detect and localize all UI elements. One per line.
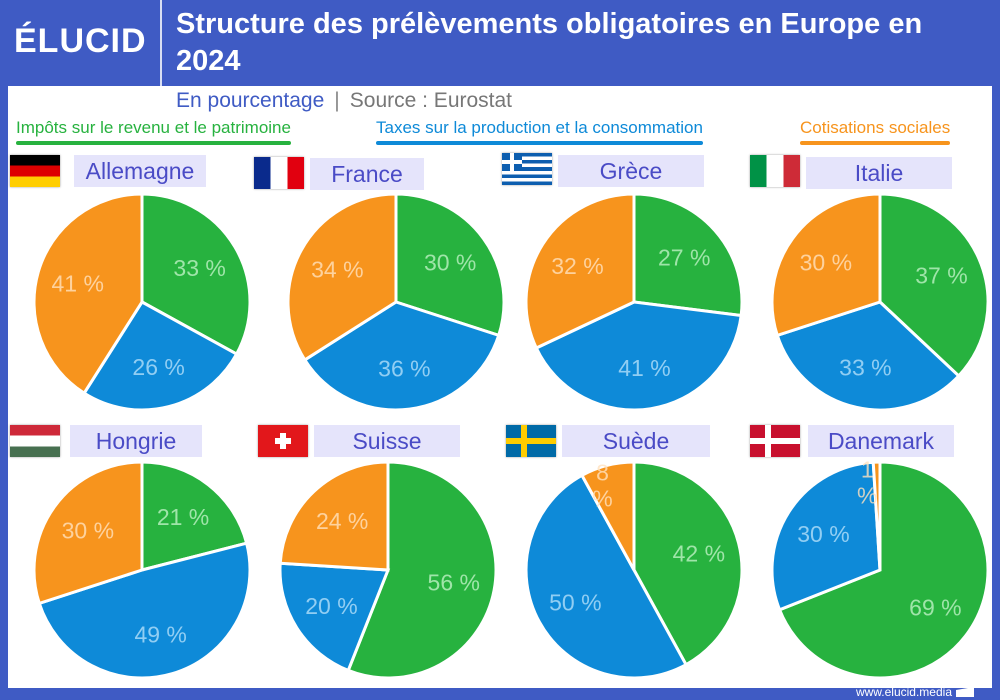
pie-slice-social [524,192,636,350]
pie-slice-income [140,192,252,357]
data-label: 24 % [316,508,368,534]
pie-slice-income [346,460,498,680]
data-label: 20 % [305,593,357,619]
data-label: 32 % [551,253,603,279]
data-label: 50 % [549,589,601,615]
pie-slice-production [278,561,391,673]
country-label: France [310,158,424,190]
flag-france-icon [254,157,304,189]
pie-slice-production [770,460,882,612]
country-label: Italie [806,157,952,189]
data-label: 26 % [132,354,184,380]
flag-germany-icon [10,155,60,187]
source-label: Source : Eurostat [349,89,513,112]
pie-slice-social [32,460,144,606]
country-label: Hongrie [70,425,202,457]
data-label: 37 % [915,262,967,288]
flag-switzerland-icon [258,425,308,457]
elucid-flag-icon [956,687,974,697]
pie-slice-income [140,460,249,572]
chart-title: Structure des prélèvements obligatoires … [176,8,923,77]
pie-slice-production [775,300,961,412]
pie-slice-income [878,192,990,379]
data-label: 30 % [797,521,849,547]
elucid-logo: ÉLUCID [14,22,147,60]
separator: | [334,89,340,112]
chart-subtitle: En pourcentage | Source : Eurostat [176,89,512,113]
unit-label: En pourcentage [176,89,325,112]
pie-slice-production [534,300,743,412]
header: ÉLUCID Structure des prélèvements obliga… [0,0,1000,86]
data-label: 30 % [62,518,114,544]
data-label: 49 % [134,621,186,647]
pie-slice-social [579,460,636,571]
data-label: 36 % [378,355,430,381]
pie-slice-income [632,460,744,667]
pie-slice-production [82,300,239,412]
data-label: 33 % [839,354,891,380]
country-label: Grèce [558,155,704,187]
data-label: 1% [857,457,877,509]
legend-social: Cotisations sociales [800,118,951,145]
country-label: Suède [562,425,710,457]
pie-slice-social [770,192,882,338]
data-label: 30 % [424,250,476,276]
footer-url: www.elucid.media [855,685,952,699]
flag-denmark-icon [750,425,800,457]
flag-greece-icon [502,153,552,185]
data-label: 27 % [658,245,710,271]
data-label: 34 % [311,257,363,283]
data-label: 41 % [51,270,103,296]
data-label: 41 % [618,355,670,381]
legend-income: Impôts sur le revenu et le patrimoine [16,118,291,145]
pie-slice-income [394,192,506,338]
pie-slice-social [286,192,398,362]
flag-hungary-icon [10,425,60,457]
data-label: 42 % [673,540,725,566]
data-label: 33 % [173,255,225,281]
pie-slice-production [302,300,501,412]
pie-slice-social [278,460,390,572]
data-label: 30 % [800,250,852,276]
data-label: 8% [592,459,612,511]
pie-slice-production [37,541,252,680]
pie-slice-social [871,460,882,571]
data-label: 21 % [157,504,209,530]
header-divider [160,0,162,86]
flag-sweden-icon [506,425,556,457]
pie-slice-social [32,192,144,396]
legend-production: Taxes sur la production et la consommati… [376,118,703,145]
country-label: Allemagne [74,155,206,187]
country-label: Suisse [314,425,460,457]
country-label: Danemark [808,425,954,457]
flag-italy-icon [750,155,800,187]
data-label: 69 % [909,595,961,621]
pie-slice-income [777,460,990,680]
pie-slice-production [524,473,689,680]
pie-slice-income [632,192,744,318]
data-label: 56 % [428,570,480,596]
